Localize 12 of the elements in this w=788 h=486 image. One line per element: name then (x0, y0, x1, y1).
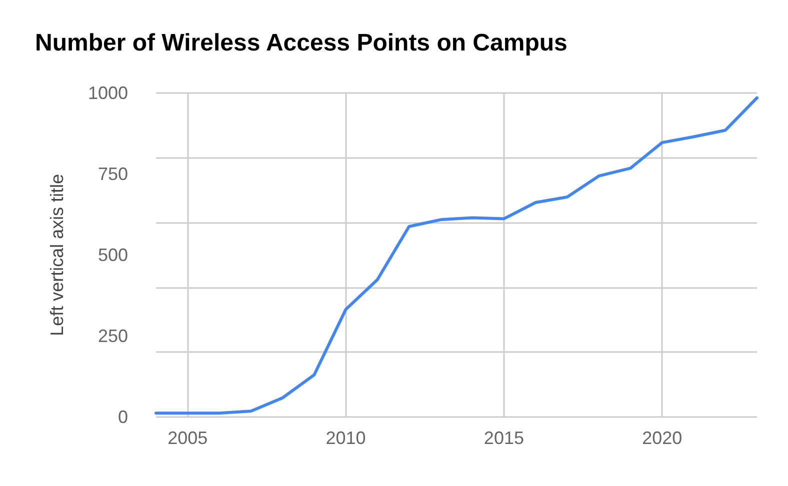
x-tick-label: 2005 (168, 428, 208, 448)
y-tick-label: 750 (98, 164, 128, 184)
chart-title: Number of Wireless Access Points on Campus (35, 30, 568, 56)
x-tick-label: 2015 (484, 428, 524, 448)
x-tick-label: 2010 (326, 428, 366, 448)
y-tick-label: 250 (98, 326, 128, 346)
x-tick-label: 2020 (642, 428, 682, 448)
y-tick-label: 500 (98, 245, 128, 265)
y-tick-label: 0 (118, 407, 128, 427)
y-tick-label: 1000 (88, 83, 128, 103)
y-axis-title: Left vertical axis title (47, 174, 67, 336)
line-series (154, 96, 758, 415)
